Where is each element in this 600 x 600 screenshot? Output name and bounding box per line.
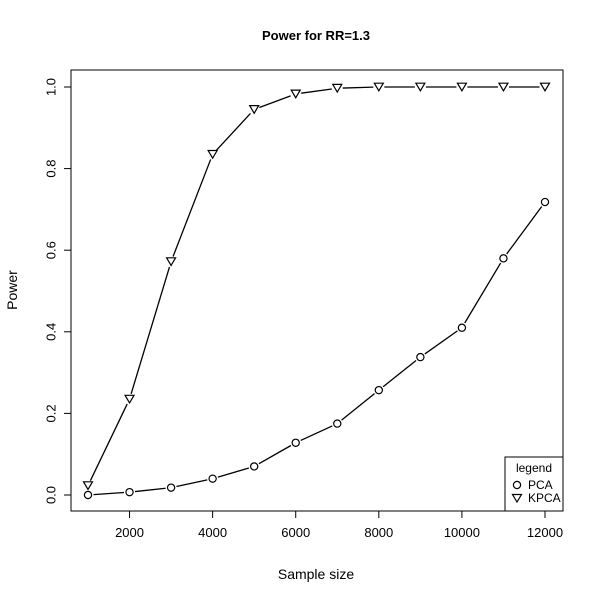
data-point-pca [499,254,508,263]
data-point-pca [540,197,550,207]
x-tick-label: 8000 [364,525,393,540]
series-kpca-segment [259,95,291,109]
series-pca-segment [424,330,458,355]
x-tick-label: 4000 [198,525,227,540]
data-point-kpca [539,82,551,93]
data-point-pca [83,490,93,500]
x-axis-label: Sample size [278,566,354,582]
series-pca-segment [382,360,417,388]
series-pca-segment [300,425,333,442]
data-point-kpca [165,257,177,267]
series-pca-segment [176,479,208,488]
legend-box [504,456,564,512]
data-point-kpca [248,105,260,115]
x-tick-label: 6000 [281,525,310,540]
legend-entry-pca: PCA [528,478,553,492]
y-tick-label: 0.6 [44,241,59,259]
x-tick-label: 12000 [527,525,563,540]
chart-title: Power for RR=1.3 [262,28,370,43]
data-point-kpca [456,82,468,93]
data-point-kpca [207,149,219,160]
x-axis: 2000 4000 6000 8000 10000 12000 [115,510,563,540]
data-point-pca [374,385,384,395]
series-kpca-segment [301,88,332,94]
data-point-kpca [123,394,136,405]
data-point-kpca [331,83,343,94]
data-point-kpca [373,82,385,93]
data-point-pca [416,352,425,362]
y-axis-label: Power [4,270,20,310]
series-kpca-segment [89,403,128,481]
plot-frame [70,69,564,512]
y-tick-label: 0.0 [44,486,59,504]
series-kpca-segment [172,159,212,257]
data-point-pca [333,419,342,428]
x-tick-label: 10000 [444,525,480,540]
series-pca-segment [217,467,250,478]
series-pca-segment [134,487,166,493]
series-pca-segment [506,206,543,255]
series-pca-segment [258,444,292,465]
series-layer [82,82,551,500]
y-tick-label: 0.2 [44,404,59,422]
data-point-kpca [497,82,510,93]
x-tick-label: 2000 [115,525,144,540]
data-point-pca [125,487,134,497]
series-kpca-segment [342,86,374,89]
y-tick-label: 1.0 [44,78,59,96]
series-pca-segment [341,393,375,421]
data-point-kpca [290,89,302,99]
legend: legend PCA KPCA [504,456,564,512]
legend-entry-kpca: KPCA [528,491,561,505]
data-point-pca [208,474,217,483]
data-point-kpca [82,481,94,491]
y-tick-label: 0.4 [44,323,59,341]
series-pca-segment [464,262,502,324]
series-pca [83,197,550,500]
data-point-kpca [414,82,426,93]
y-tick-label: 0.8 [44,160,59,178]
legend-title: legend [516,461,552,475]
data-point-pca [249,462,259,471]
data-point-pca [291,438,300,447]
series-kpca-segment [130,266,171,395]
legend-kpca-triangle-icon [511,493,523,504]
legend-pca-circle-icon [512,480,522,490]
series-kpca [82,82,551,491]
data-point-pca [166,483,176,492]
y-axis: 0.0 0.2 0.4 0.6 0.8 1.0 [44,78,72,504]
series-pca-segment [93,491,125,496]
series-kpca-segment [215,113,251,151]
data-point-pca [457,323,467,332]
